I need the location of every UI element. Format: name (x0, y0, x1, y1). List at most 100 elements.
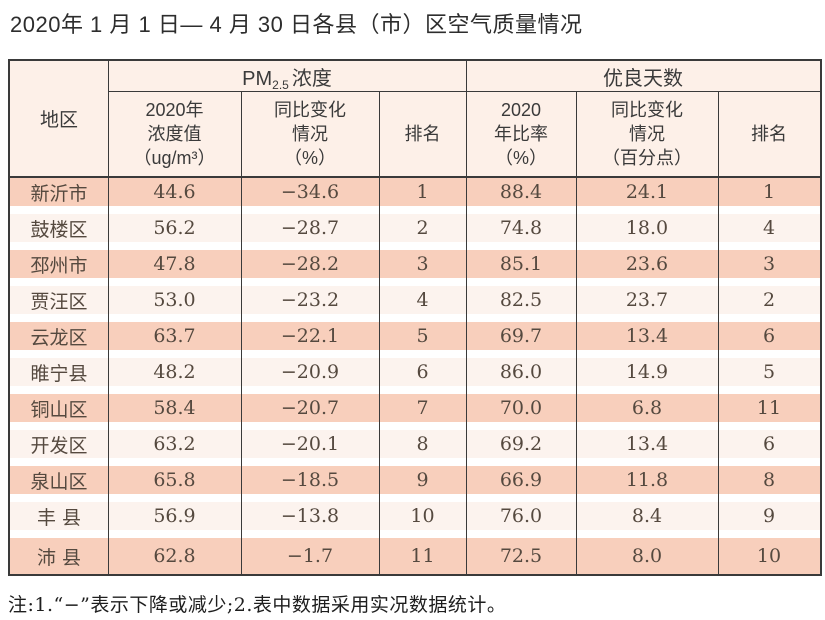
table-row: 云龙区 63.7 −22.1 5 69.7 13.4 6 (10, 322, 820, 358)
column-divider (241, 92, 242, 574)
pm25-cell: 44.6 (153, 181, 196, 203)
pm25-cell: 62.8 (153, 545, 196, 567)
table-body: 新沂市 44.6 −34.6 1 88.4 24.1 1 鼓楼区 56.2 −28.7 2 74.8 1… (10, 178, 820, 574)
column-divider (466, 61, 467, 574)
pm25-group-label: PM2.5 浓度 (242, 67, 332, 92)
region-cell: 新沂市 (30, 182, 88, 205)
ratio-rank-cell: 1 (762, 181, 776, 203)
sub-header-row: 2020年 浓度值 （ug/m³） 同比变化 情况 （%） 排名 2020 年比… (108, 92, 820, 176)
header-divider-line (108, 91, 820, 92)
table-row: 丰 县 56.9 −13.8 10 76.0 8.4 9 (10, 502, 820, 538)
ratio-change-cell: 24.1 (625, 181, 669, 203)
pm25-cell: 56.9 (153, 505, 196, 527)
ratio-rank-cell: 10 (756, 545, 782, 567)
ratio-rank-cell: 2 (762, 289, 776, 311)
ratio-cell: 76.0 (499, 505, 543, 527)
column-divider (379, 92, 380, 574)
ratio-cell: 70.0 (499, 397, 543, 419)
pm25-change-header: 同比变化 情况 （%） (274, 99, 346, 169)
ratio-rank-cell: 3 (762, 253, 776, 275)
table-row: 鼓楼区 56.2 −28.7 2 74.8 18.0 4 (10, 214, 820, 250)
ratio-rank-cell: 6 (762, 433, 776, 455)
region-cell: 贾汪区 (30, 290, 88, 313)
ratio-cell: 69.7 (499, 325, 543, 347)
pm25-change-cell: −18.5 (280, 469, 340, 491)
ratio-cell: 69.2 (499, 433, 543, 455)
pm25-change-cell: −23.2 (280, 289, 340, 311)
pm25-change-cell: −20.7 (280, 397, 340, 419)
ratio-cell: 72.5 (499, 545, 543, 567)
pm25-change-cell: −28.7 (280, 217, 340, 239)
ratio-change-cell: 14.9 (625, 361, 669, 383)
ratio-rank-cell: 11 (756, 397, 782, 419)
pm25-rank-cell: 9 (416, 469, 429, 491)
good-days-group-header: 优良天数 (603, 67, 683, 90)
region-cell: 睢宁县 (30, 362, 88, 385)
region-cell: 开发区 (30, 434, 88, 457)
pm25-rank-cell: 2 (416, 217, 429, 239)
good-ratio-header: 2020 年比率 （%） (494, 99, 548, 169)
pm25-value-header: 2020年 浓度值 （ug/m³） (133, 99, 216, 169)
ratio-rank-cell: 5 (762, 361, 776, 383)
ratio-rank-cell: 4 (762, 217, 776, 239)
air-quality-table: 地区 PM2.5 浓度 优良天数 2020年 浓度值 （ug/m³） 同比变化 情… (8, 59, 822, 576)
ratio-cell: 88.4 (499, 181, 543, 203)
region-cell: 铜山区 (30, 398, 88, 421)
ratio-cell: 85.1 (499, 253, 543, 275)
pm25-group-header: PM2.5 浓度 (108, 61, 466, 91)
table-row: 贾汪区 53.0 −23.2 4 82.5 23.7 2 (10, 286, 820, 322)
table-row: 新沂市 44.6 −34.6 1 88.4 24.1 1 (10, 178, 820, 214)
ratio-cell: 74.8 (499, 217, 543, 239)
ratio-cell: 66.9 (499, 469, 543, 491)
pm25-rank-cell: 4 (416, 289, 429, 311)
pm25-change-cell: −34.6 (280, 181, 340, 203)
ratio-change-cell: 23.6 (625, 253, 669, 275)
footnote: 注:1.“−”表示下降或减少;2.表中数据采用实况数据统计。 (8, 594, 507, 616)
pm25-rank-cell: 1 (416, 181, 429, 203)
region-cell: 鼓楼区 (30, 218, 88, 241)
ratio-change-cell: 8.4 (631, 505, 663, 527)
ratio-cell: 82.5 (499, 289, 543, 311)
pm25-rank-cell: 10 (410, 505, 435, 527)
pm25-rank-cell: 7 (416, 397, 429, 419)
ratio-change-cell: 13.4 (625, 433, 669, 455)
ratio-change-cell: 13.4 (625, 325, 669, 347)
region-cell: 泉山区 (30, 470, 88, 493)
table-row: 邳州市 47.8 −28.2 3 85.1 23.6 3 (10, 250, 820, 286)
pm25-cell: 56.2 (153, 217, 196, 239)
column-divider (108, 61, 109, 574)
ratio-change-cell: 8.0 (631, 545, 663, 567)
region-cell: 沛 县 (36, 546, 82, 569)
pm25-cell: 63.2 (153, 433, 196, 455)
ratio-change-cell: 18.0 (625, 217, 669, 239)
region-column-header: 地区 (39, 110, 78, 131)
pm25-rank-cell: 11 (410, 545, 435, 567)
pm25-cell: 53.0 (153, 289, 196, 311)
good-change-header: 同比变化 情况 （百分点） (602, 99, 692, 169)
ratio-rank-cell: 8 (762, 469, 776, 491)
header-bottom-line (10, 176, 820, 178)
pm25-change-cell: −20.9 (280, 361, 340, 383)
ratio-change-cell: 23.7 (625, 289, 669, 311)
pm25-change-cell: −28.2 (280, 253, 340, 275)
pm25-change-cell: −20.1 (280, 433, 340, 455)
region-cell: 云龙区 (30, 326, 88, 349)
pm25-cell: 48.2 (153, 361, 196, 383)
table-row: 铜山区 58.4 −20.7 7 70.0 6.8 11 (10, 394, 820, 430)
table-row: 睢宁县 48.2 −20.9 6 86.0 14.9 5 (10, 358, 820, 394)
region-cell: 邳州市 (30, 254, 88, 277)
pm25-cell: 63.7 (153, 325, 196, 347)
table-row: 泉山区 65.8 −18.5 9 66.9 11.8 8 (10, 466, 820, 502)
column-divider (576, 92, 577, 574)
column-divider (718, 92, 719, 574)
region-cell: 丰 县 (36, 506, 82, 529)
pm25-cell: 58.4 (153, 397, 196, 419)
ratio-rank-cell: 6 (762, 325, 776, 347)
table-row: 开发区 63.2 −20.1 8 69.2 13.4 6 (10, 430, 820, 466)
ratio-cell: 86.0 (499, 361, 543, 383)
pm25-rank-cell: 3 (416, 253, 429, 275)
pm25-rank-cell: 5 (416, 325, 429, 347)
ratio-change-cell: 11.8 (625, 469, 669, 491)
good-rank-header: 排名 (751, 123, 787, 144)
pm25-rank-cell: 6 (416, 361, 429, 383)
